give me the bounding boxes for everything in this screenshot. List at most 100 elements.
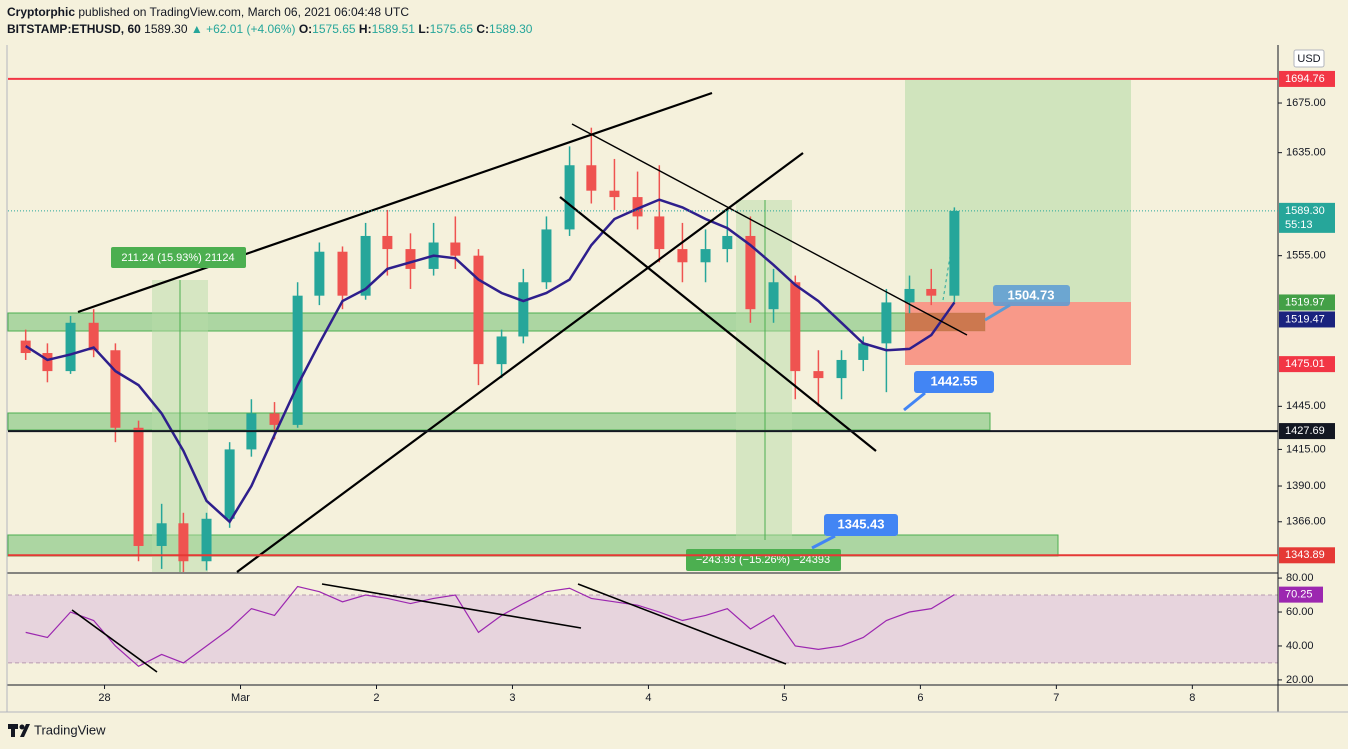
annotation-box: [914, 371, 994, 393]
ohlc-value: 1575.65: [312, 22, 356, 36]
price-label: 1694.76: [1285, 73, 1325, 85]
price-label-box: [1279, 70, 1335, 87]
candle-body: [88, 322, 99, 351]
candle-body: [722, 235, 733, 250]
candle-body: [654, 216, 665, 250]
candle-body: [904, 288, 915, 303]
trendline: [571, 123, 968, 336]
candle-body: [224, 449, 235, 519]
rsi-trendline: [71, 609, 158, 673]
candle-body: [269, 413, 280, 425]
published: published on TradingView.com, March 06, …: [78, 5, 410, 19]
rsi-label: 70.25: [1285, 589, 1313, 601]
last-price: 1589.30: [144, 22, 188, 36]
y-tick-label: 1675.00: [1286, 97, 1326, 109]
candle-body: [790, 282, 801, 372]
footer-brand: TradingView: [34, 722, 106, 737]
y-tick-label: 60.00: [1286, 606, 1314, 618]
candle-body: [110, 350, 121, 428]
countdown: 55:13: [1285, 219, 1313, 231]
candle-body: [564, 165, 575, 230]
candle-body: [292, 295, 303, 425]
candle-body: [926, 288, 937, 296]
candle-body: [677, 249, 688, 263]
trendline: [559, 196, 877, 452]
y-tick-label: 1635.00: [1286, 147, 1326, 159]
price-label-box: [1279, 294, 1335, 311]
candle-body: [65, 322, 76, 372]
symbol: BITSTAMP:ETHUSD, 60: [7, 22, 141, 36]
candle-body: [586, 165, 597, 191]
price-label: 1519.97: [1285, 296, 1325, 308]
candle-body: [858, 343, 869, 360]
candle-body: [949, 210, 960, 296]
rsi-line: [25, 585, 955, 668]
measure-box: [736, 200, 792, 540]
target-zone: [905, 80, 1131, 302]
rsi-trendline: [321, 583, 582, 629]
header-line: BITSTAMP:ETHUSD, 60 1589.30 ▲ +62.01 (+4…: [7, 21, 532, 38]
candle-body: [382, 235, 393, 250]
candle-body: [360, 235, 371, 296]
candle-body: [745, 235, 756, 310]
header-line: Cryptorphic published on TradingView.com…: [7, 4, 532, 21]
candle-body: [768, 282, 779, 310]
candle-body: [836, 359, 847, 379]
annotation-box: [111, 247, 246, 268]
logo: [8, 724, 30, 737]
candle-body: [156, 523, 167, 546]
price-label: 1475.01: [1285, 358, 1325, 370]
projection: [942, 212, 958, 301]
x-tick-label: 7: [1053, 692, 1059, 704]
x-tick-label: 28: [98, 692, 110, 704]
ohlc-value: 1575.65: [429, 22, 474, 36]
annotation: 1442.55: [931, 373, 978, 388]
y-tick-label: 1555.00: [1286, 250, 1326, 262]
candle-body: [518, 282, 529, 337]
currency: USD: [1297, 53, 1320, 65]
y-tick-label: 40.00: [1286, 640, 1314, 652]
annotation: −243.93 (−15.26%) −24393: [696, 554, 830, 566]
candle-body: [133, 427, 144, 546]
annotation: 211.24 (15.93%) 21124: [121, 252, 234, 264]
annotation-box: [824, 514, 898, 536]
candle-body: [42, 353, 53, 372]
candle-body: [700, 249, 711, 263]
price-label-box: [1279, 311, 1335, 328]
ohlc-label: H:: [358, 22, 372, 36]
moving-average: [25, 198, 956, 524]
y-tick-label: 1366.00: [1286, 516, 1326, 528]
x-tick-label: 3: [509, 692, 515, 704]
x-tick-label: 2: [373, 692, 379, 704]
price-label-box: [1279, 423, 1335, 440]
price-label: 1589.30: [1285, 205, 1325, 217]
candle-body: [632, 197, 643, 217]
entry-box: [905, 313, 985, 331]
price-label-box: [1279, 202, 1335, 233]
ohlc-value: 1589.30: [489, 22, 533, 36]
annotation-box: [993, 285, 1070, 306]
rsi-trendline: [577, 583, 787, 665]
candle-body: [473, 255, 484, 365]
x-tick-label: 4: [645, 692, 651, 704]
ohlc-value: 1589.51: [371, 22, 415, 36]
price-label: 1343.89: [1285, 549, 1325, 561]
candle-body: [450, 242, 461, 256]
candle-body: [201, 518, 212, 562]
ohlc-label: L:: [418, 22, 430, 36]
candle-body: [405, 249, 416, 269]
ohlc-label: C:: [476, 22, 490, 36]
marks: 1675.00 1635.00 1555.00 1445.00 1415.00 1390.…: [8, 97, 1326, 704]
currency-box: [1293, 49, 1325, 68]
ohlc-label: O:: [298, 22, 313, 36]
y-tick-label: 1445.00: [1286, 400, 1326, 412]
x-tick-label: Mar: [231, 692, 250, 704]
callout-pointer: [984, 303, 1011, 322]
x-tick-label: 5: [781, 692, 787, 704]
annotation: 1504.73: [1008, 287, 1055, 302]
y-tick-label: 20.00: [1286, 674, 1314, 686]
candle-body: [881, 302, 892, 344]
trendlines: [71, 91, 968, 673]
